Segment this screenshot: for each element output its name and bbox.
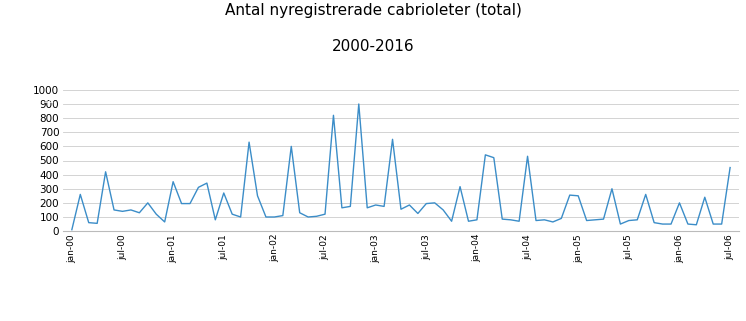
Text: Antal nyregistrerade cabrioleter (total): Antal nyregistrerade cabrioleter (total) [225,3,521,18]
Text: kvd: kvd [18,33,46,47]
Text: 2000-2016: 2000-2016 [332,39,414,54]
Text: bilpriser.se: bilpriser.se [9,96,54,105]
